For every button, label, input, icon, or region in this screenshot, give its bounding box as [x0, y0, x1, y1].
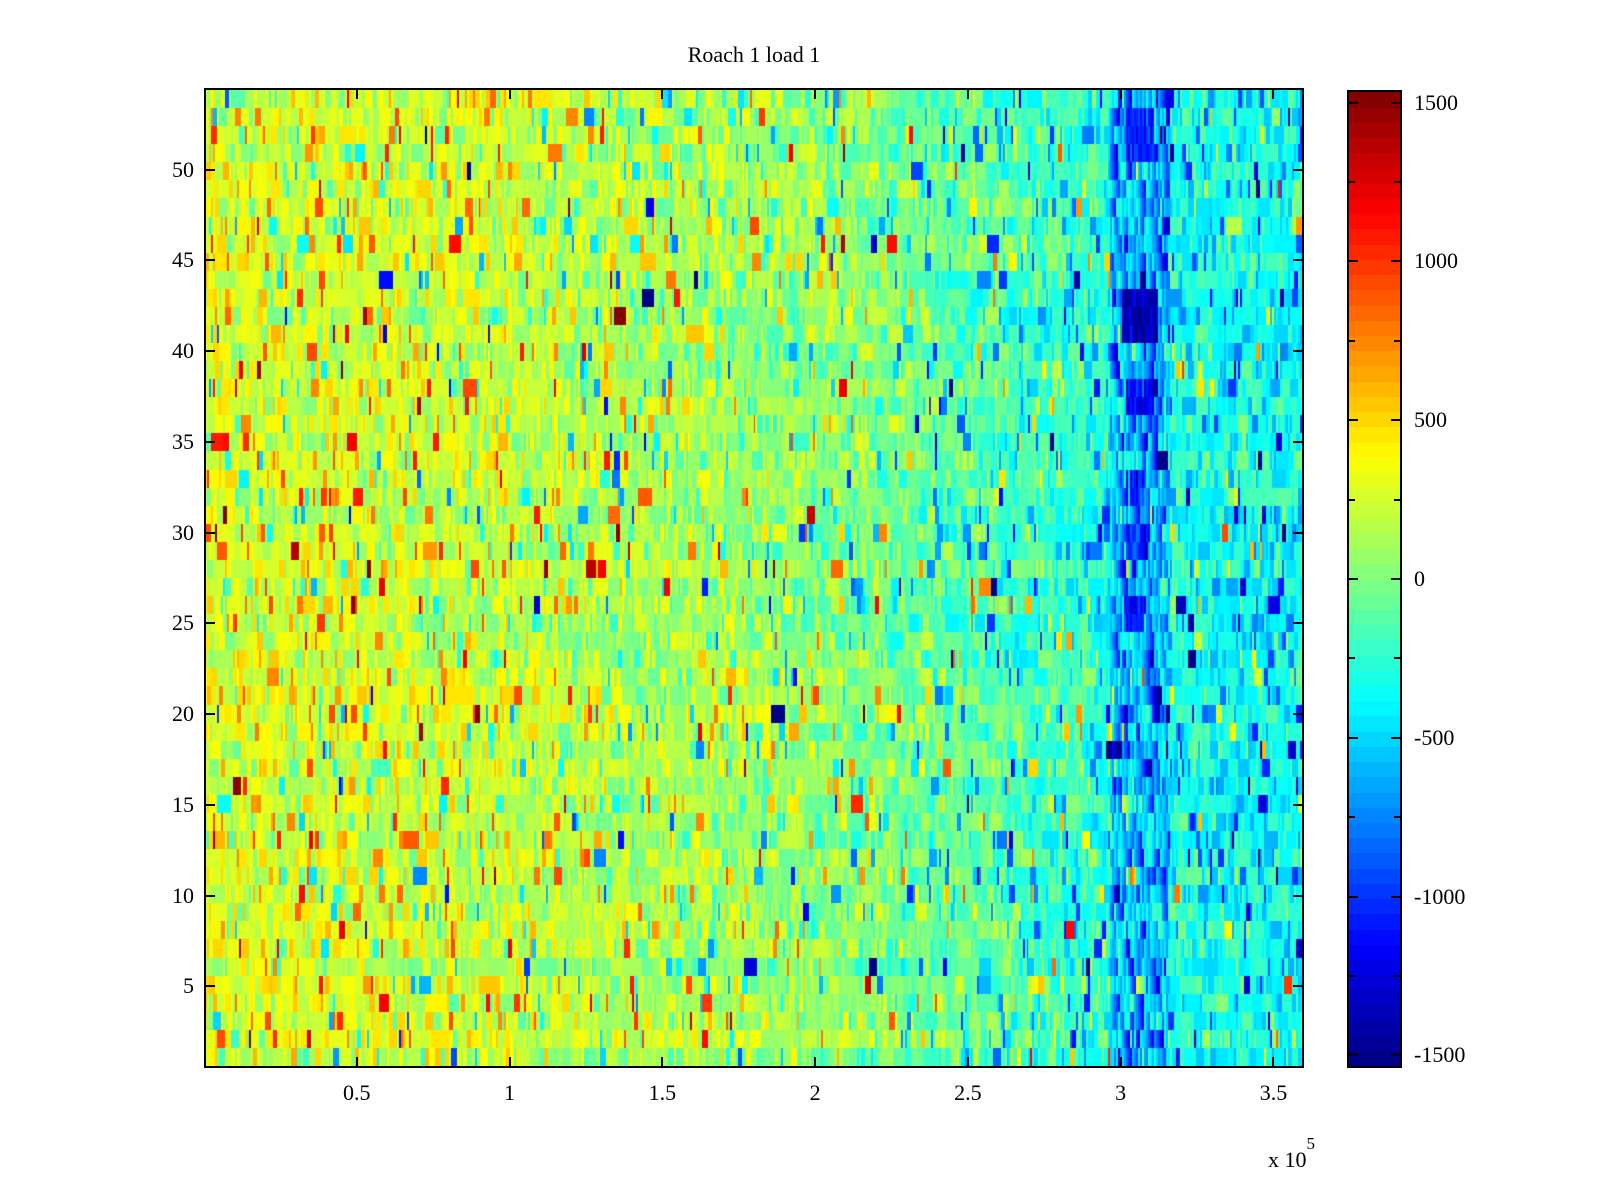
y-tick-mark [206, 350, 215, 353]
y-tick-mark [206, 440, 215, 443]
y-tick-label: 20 [172, 701, 194, 727]
x-tick-label: 1.5 [648, 1080, 677, 1105]
x-tick-mark [814, 1057, 817, 1066]
colorbar-tick-mark [1349, 419, 1358, 422]
colorbar-tick-mark [1349, 181, 1355, 184]
colorbar-tick-label: 1000 [1414, 248, 1458, 274]
colorbar-tick-mark [1391, 1054, 1400, 1057]
colorbar-tick-mark [1394, 974, 1400, 977]
colorbar-tick-label: -500 [1414, 724, 1455, 750]
x-multiplier-exponent: 5 [1306, 1134, 1316, 1153]
y-tick-mark [1293, 531, 1302, 534]
plot-area [204, 88, 1304, 1068]
heatmap-image [206, 90, 1302, 1066]
y-tick-mark [1293, 894, 1302, 897]
colorbar-tick-label: -1000 [1414, 883, 1466, 909]
y-tick-mark [1293, 350, 1302, 353]
y-tick-mark [206, 168, 215, 171]
x-tick-mark [1119, 90, 1122, 99]
colorbar-tick-mark [1349, 1054, 1358, 1057]
x-multiplier-base: x 10 [1268, 1147, 1307, 1172]
colorbar-tick-mark [1349, 498, 1355, 501]
colorbar-tick-label: 500 [1414, 407, 1447, 433]
x-tick-mark [814, 90, 817, 99]
colorbar-tick-mark [1391, 260, 1400, 263]
colorbar-tick-label: 1500 [1414, 89, 1458, 115]
y-tick-mark [206, 985, 215, 988]
colorbar-tick-label: -1500 [1414, 1042, 1466, 1068]
x-tick-mark [1272, 1057, 1275, 1066]
y-tick-mark [1293, 803, 1302, 806]
y-tick-label: 25 [172, 610, 194, 636]
x-tick-mark [355, 90, 358, 99]
x-tick-label: 3 [1115, 1080, 1127, 1105]
colorbar-tick-mark [1391, 419, 1400, 422]
y-tick-mark [206, 803, 215, 806]
x-tick-label: 2.5 [954, 1080, 982, 1105]
colorbar-tick-mark [1391, 736, 1400, 739]
y-tick-mark [206, 622, 215, 625]
y-tick-label: 35 [172, 428, 194, 454]
x-tick-mark [661, 1057, 664, 1066]
x-tick-mark [508, 1057, 511, 1066]
x-tick-mark [661, 90, 664, 99]
y-tick-label: 40 [172, 338, 194, 364]
colorbar-tick-mark [1394, 657, 1400, 660]
y-tick-label: 15 [172, 791, 194, 817]
x-tick-mark [1119, 1057, 1122, 1066]
x-tick-mark [508, 90, 511, 99]
colorbar-tick-mark [1349, 816, 1355, 819]
y-tick-mark [1293, 168, 1302, 171]
y-tick-label: 30 [172, 519, 194, 545]
y-tick-mark [206, 894, 215, 897]
colorbar-tick-mark [1349, 260, 1358, 263]
y-tick-label: 45 [172, 247, 194, 273]
colorbar-tick-mark [1349, 895, 1358, 898]
y-tick-mark [1293, 259, 1302, 262]
colorbar-tick-mark [1391, 578, 1400, 580]
colorbar-tick-mark [1349, 736, 1358, 739]
y-tick-label: 10 [172, 882, 194, 908]
y-tick-mark [206, 259, 215, 262]
colorbar-tick-label: 0 [1414, 566, 1425, 591]
colorbar-tick-mark [1394, 339, 1400, 342]
colorbar-tick-mark [1349, 657, 1355, 660]
y-tick-mark [206, 713, 215, 716]
x-tick-label: 0.5 [343, 1080, 371, 1105]
chart-title: Roach 1 load 1 [687, 42, 821, 67]
colorbar-tick-mark [1349, 339, 1355, 342]
x-tick-mark [966, 90, 969, 99]
x-tick-label: 3.5 [1259, 1080, 1288, 1105]
x-tick-mark [966, 1057, 969, 1066]
colorbar-tick-mark [1394, 498, 1400, 501]
colorbar-tick-mark [1394, 816, 1400, 819]
colorbar-tick-mark [1394, 181, 1400, 184]
colorbar-tick-mark [1349, 101, 1358, 104]
x-axis-multiplier-label: x 105 [1205, 1134, 1315, 1173]
x-tick-label: 1 [504, 1080, 516, 1105]
y-tick-mark [1293, 440, 1302, 443]
y-tick-label: 50 [172, 156, 194, 182]
y-tick-mark [1293, 713, 1302, 716]
colorbar-tick-mark [1391, 895, 1400, 898]
x-tick-mark [1272, 90, 1275, 99]
colorbar-tick-mark [1391, 101, 1400, 104]
colorbar-tick-mark [1349, 578, 1358, 580]
colorbar-tick-mark [1349, 974, 1355, 977]
x-tick-mark [355, 1057, 358, 1066]
y-tick-mark [1293, 985, 1302, 988]
y-tick-mark [1293, 622, 1302, 625]
y-tick-mark [206, 531, 215, 534]
y-tick-label: 5 [183, 973, 194, 999]
x-tick-label: 2 [809, 1080, 821, 1105]
